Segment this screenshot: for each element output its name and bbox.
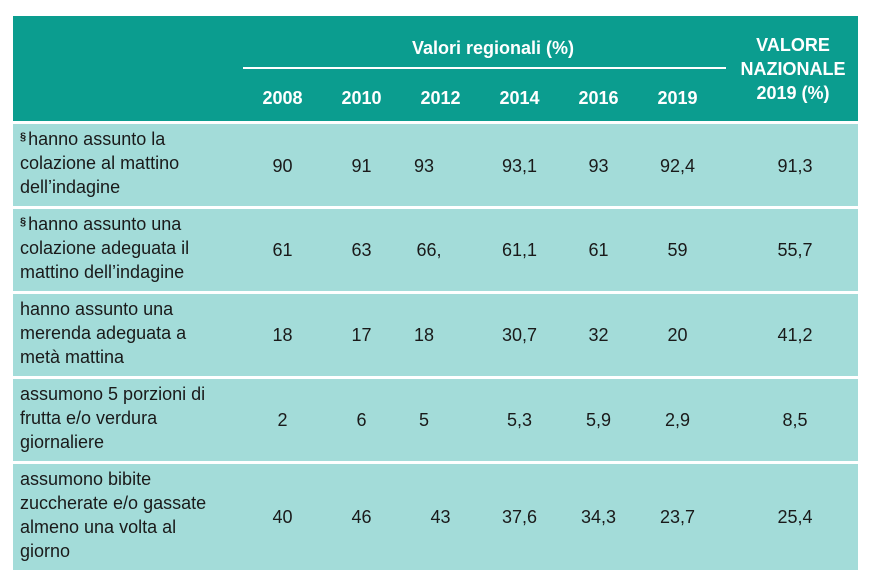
year-header-2014: 2014 (499, 88, 540, 108)
value-cell: 20 (667, 325, 688, 345)
row-label: § hanno assunto la colazione al mattino d… (20, 129, 180, 197)
value-cell: 93 (588, 156, 609, 176)
value-cell: 17 (351, 325, 372, 345)
value-cell: 40 (272, 507, 293, 527)
year-header-2016: 2016 (578, 88, 619, 108)
value-cell: 2,9 (664, 410, 691, 430)
year-header-2008: 2008 (262, 88, 303, 108)
national-value-cell: 25,4 (777, 507, 813, 527)
value-cell: 61 (272, 240, 293, 260)
table-row: assumono 5 porzioni di frutta e/o verdur… (13, 376, 858, 461)
national-header-line-2: NAZIONALE (740, 59, 846, 79)
value-cell: 59 (667, 240, 688, 260)
value-cell: 2 (277, 410, 288, 430)
value-cell: 92,4 (659, 156, 696, 176)
national-value-cell: 8,5 (782, 410, 808, 430)
national-value-cell: 91,3 (777, 156, 813, 176)
value-cell: 61,1 (501, 240, 538, 260)
nutrition-table: Valori regionali (%) 2008 2010 2012 2014… (13, 16, 858, 570)
table-row: hanno assunto una merenda adeguata a met… (13, 291, 858, 376)
row-label: hanno assunto una merenda adeguata a met… (20, 299, 187, 367)
national-header-line-3: 2019 (%) (756, 83, 830, 103)
row-label: § hanno assunto una colazione adeguata il… (20, 214, 190, 282)
year-header-2012: 2012 (420, 88, 461, 108)
value-cell: 23,7 (659, 507, 696, 527)
value-cell: 6 (356, 410, 367, 430)
value-cell: 37,6 (501, 507, 538, 527)
footnote-marker: § (20, 216, 27, 228)
national-value-cell: 55,7 (777, 240, 813, 260)
value-cell: 18 (272, 325, 293, 345)
value-cell: 34,3 (580, 507, 617, 527)
row-label: assumono 5 porzioni di frutta e/o verdur… (20, 384, 206, 452)
value-cell: 91 (351, 156, 372, 176)
table-row: § hanno assunto una colazione adeguata il… (13, 206, 858, 291)
value-cell: 66, (416, 240, 442, 260)
value-cell: 43 (430, 507, 451, 527)
value-cell: 90 (272, 156, 293, 176)
value-cell: 5,3 (506, 410, 533, 430)
table-row: assumono bibite zuccherate e/o gassate a… (13, 461, 858, 570)
value-cell: 18 (413, 325, 435, 345)
value-cell: 30,7 (501, 325, 538, 345)
national-value-header: VALORE NAZIONALE 2019 (%) (731, 33, 855, 105)
value-cell: 46 (351, 507, 372, 527)
value-cell: 32 (588, 325, 609, 345)
row-label: assumono bibite zuccherate e/o gassate a… (20, 469, 207, 561)
year-header-2019: 2019 (657, 88, 698, 108)
header-divider (243, 67, 726, 69)
table-row: § hanno assunto la colazione al mattino d… (13, 121, 858, 206)
footnote-marker: § (20, 131, 27, 143)
year-header-2010: 2010 (341, 88, 382, 108)
value-cell: 93,1 (501, 156, 538, 176)
value-cell: 5,9 (585, 410, 612, 430)
value-cell: 5 (418, 410, 429, 430)
value-cell: 61 (588, 240, 609, 260)
regional-values-header: Valori regionali (%) (411, 38, 575, 58)
value-cell: 93 (413, 156, 435, 176)
table-header: Valori regionali (%) 2008 2010 2012 2014… (13, 16, 858, 121)
value-cell: 63 (351, 240, 372, 260)
national-header-line-1: VALORE (756, 35, 830, 55)
national-value-cell: 41,2 (777, 325, 813, 345)
